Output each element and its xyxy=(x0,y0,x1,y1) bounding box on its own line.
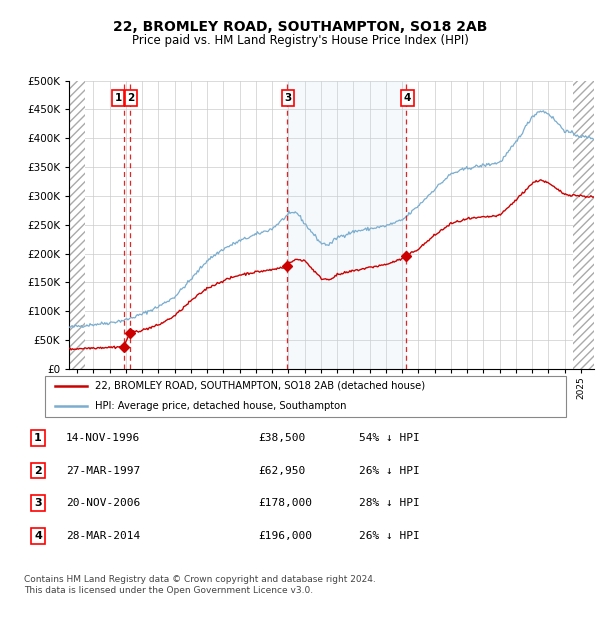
Text: HPI: Average price, detached house, Southampton: HPI: Average price, detached house, Sout… xyxy=(95,401,346,412)
Bar xyxy=(573,81,594,369)
Text: 2: 2 xyxy=(127,93,135,103)
Text: Price paid vs. HM Land Registry's House Price Index (HPI): Price paid vs. HM Land Registry's House … xyxy=(131,34,469,46)
Text: 28-MAR-2014: 28-MAR-2014 xyxy=(66,531,140,541)
Text: 4: 4 xyxy=(34,531,42,541)
Text: 20-NOV-2006: 20-NOV-2006 xyxy=(66,498,140,508)
Text: 54% ↓ HPI: 54% ↓ HPI xyxy=(359,433,419,443)
Text: 4: 4 xyxy=(404,93,411,103)
Text: Contains HM Land Registry data © Crown copyright and database right 2024.
This d: Contains HM Land Registry data © Crown c… xyxy=(24,575,376,595)
Text: 28% ↓ HPI: 28% ↓ HPI xyxy=(359,498,419,508)
Text: 1: 1 xyxy=(34,433,42,443)
Text: 3: 3 xyxy=(34,498,42,508)
Text: 1: 1 xyxy=(115,93,122,103)
Text: 3: 3 xyxy=(284,93,292,103)
Text: £178,000: £178,000 xyxy=(259,498,313,508)
Text: 27-MAR-1997: 27-MAR-1997 xyxy=(66,466,140,476)
Text: 26% ↓ HPI: 26% ↓ HPI xyxy=(359,466,419,476)
Text: 14-NOV-1996: 14-NOV-1996 xyxy=(66,433,140,443)
FancyBboxPatch shape xyxy=(44,376,566,417)
Text: £196,000: £196,000 xyxy=(259,531,313,541)
Text: £38,500: £38,500 xyxy=(259,433,305,443)
Text: 2: 2 xyxy=(34,466,42,476)
Text: 26% ↓ HPI: 26% ↓ HPI xyxy=(359,531,419,541)
Text: 22, BROMLEY ROAD, SOUTHAMPTON, SO18 2AB (detached house): 22, BROMLEY ROAD, SOUTHAMPTON, SO18 2AB … xyxy=(95,381,425,391)
Text: £62,950: £62,950 xyxy=(259,466,305,476)
Text: 22, BROMLEY ROAD, SOUTHAMPTON, SO18 2AB: 22, BROMLEY ROAD, SOUTHAMPTON, SO18 2AB xyxy=(113,20,487,33)
Bar xyxy=(69,81,85,369)
Bar xyxy=(287,81,406,369)
